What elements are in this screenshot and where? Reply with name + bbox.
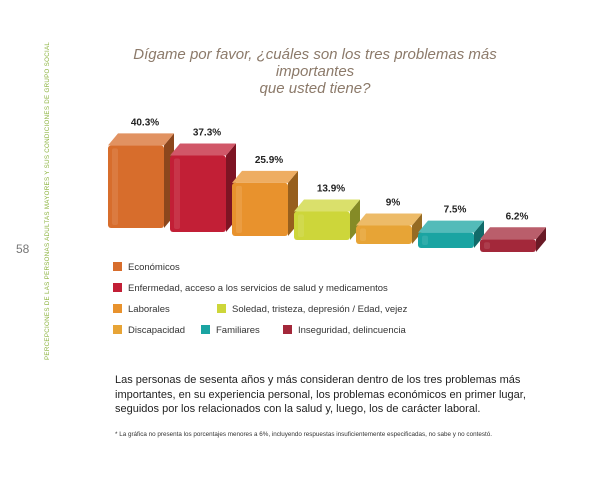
bar-highlight <box>298 214 304 237</box>
legend-label: Laborales <box>128 304 170 315</box>
data-label: 37.3% <box>193 128 221 139</box>
data-label: 6.2% <box>506 211 529 222</box>
data-label: 7.5% <box>444 205 467 216</box>
legend-item-inseguridad: Inseguridad, delincuencia <box>283 325 406 336</box>
bar <box>418 232 474 248</box>
chart-title: Dígame por favor, ¿cuáles son los tres p… <box>95 46 535 97</box>
legend-item-economicos: Económicos <box>113 262 180 273</box>
chart-title-line-1: Dígame por favor, ¿cuáles son los tres p… <box>133 46 497 80</box>
legend-label: Enfermedad, acceso a los servicios de sa… <box>128 283 388 294</box>
legend-item-laborales: Laborales <box>113 304 170 315</box>
data-label: 13.9% <box>317 184 345 195</box>
bar <box>108 145 164 228</box>
bar-side <box>412 213 422 244</box>
bar-top <box>108 133 174 146</box>
legend-item-discapacidad: Discapacidad <box>113 325 185 336</box>
data-label: 9% <box>386 198 401 209</box>
bar-highlight <box>360 228 366 241</box>
legend-label: Económicos <box>128 262 180 273</box>
legend-swatch <box>113 325 122 334</box>
legend-label: Discapacidad <box>128 325 186 336</box>
summary-line: seguidos por los relacionados con la sal… <box>115 403 481 415</box>
legend-label: Inseguridad, delincuencia <box>298 325 406 336</box>
bar-highlight <box>174 158 180 229</box>
bar <box>356 225 412 244</box>
footnote: * La gráfica no presenta los porcentajes… <box>115 431 492 438</box>
data-label: 40.3% <box>131 117 159 128</box>
bar-side <box>474 220 484 248</box>
bar-highlight <box>422 235 428 245</box>
legend-item-soledad: Soledad, tristeza, depresión / Edad, vej… <box>217 304 407 315</box>
bar-top <box>232 170 298 183</box>
legend-swatch <box>217 304 226 313</box>
bar <box>170 155 226 232</box>
summary-paragraph: Las personas de sesenta años y más consi… <box>115 373 535 417</box>
bar-top <box>418 220 484 233</box>
bar <box>294 211 350 240</box>
legend-label: Soledad, tristeza, depresión / Edad, vej… <box>232 304 408 315</box>
bar-top <box>170 143 236 156</box>
bar-highlight <box>484 242 490 249</box>
legend-label: Familiares <box>216 325 260 336</box>
bar-highlight <box>112 148 118 225</box>
bar-side <box>536 227 546 252</box>
legend-swatch <box>113 262 122 271</box>
legend-swatch <box>283 325 292 334</box>
page-number: 58 <box>16 242 30 256</box>
legend-swatch <box>201 325 210 334</box>
bar-top <box>356 213 422 226</box>
bar <box>480 239 536 252</box>
bar-chart: 40.3% 37.3% 25.9% 13.9% 9% 7.5% 6.2% <box>108 117 546 252</box>
data-label: 25.9% <box>255 155 283 166</box>
bar-top <box>294 199 360 212</box>
legend-item-enfermedad: Enfermedad, acceso a los servicios de sa… <box>113 283 388 294</box>
chart-title-line-2: que usted tiene? <box>259 80 371 97</box>
bar-highlight <box>236 185 242 233</box>
summary-line: Las personas de sesenta años y más consi… <box>115 374 521 386</box>
summary-line: importantes, en su experiencia personal,… <box>115 388 526 401</box>
legend-swatch <box>113 304 122 313</box>
bar <box>232 182 288 236</box>
legend-swatch <box>113 283 122 292</box>
legend-item-familiares: Familiares <box>201 325 260 336</box>
bar-top <box>480 227 546 240</box>
